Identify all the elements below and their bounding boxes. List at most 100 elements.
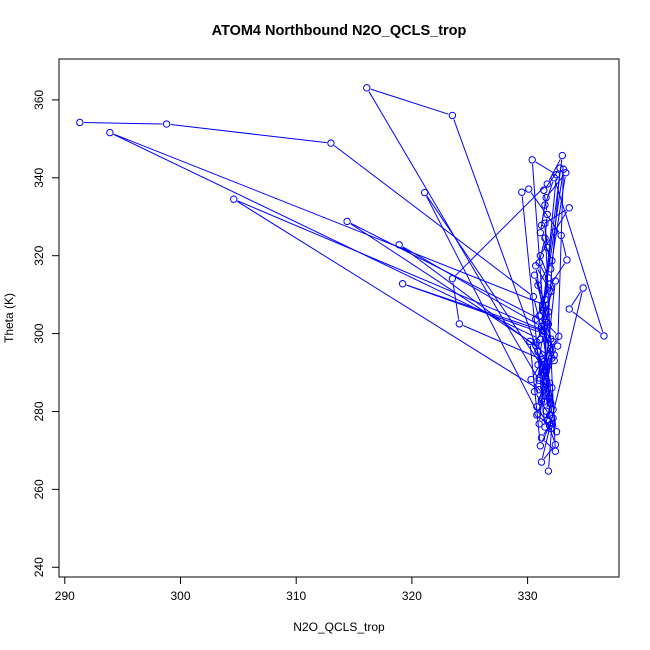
data-point [544,284,553,292]
series-segment [550,176,566,265]
series-segment [453,119,538,349]
data-point [537,434,546,442]
data-point [542,407,550,415]
y-tick-label: 260 [32,479,46,499]
data-point [534,410,542,418]
data-point [547,344,555,353]
series-segment [544,209,566,224]
data-point [550,356,558,365]
x-tick-label: 320 [402,589,422,603]
data-point [540,327,548,335]
data-point [537,458,546,466]
data-point [541,423,549,431]
data-point [556,164,564,172]
series-segment [541,291,583,459]
series-segment [533,300,541,325]
data-point [541,377,549,386]
data-point [533,411,541,419]
data-point [535,420,543,428]
data-point [542,193,550,202]
series-segment [84,122,163,125]
data-point [544,390,553,398]
data-point [547,265,555,273]
x-tick-label: 300 [170,589,190,603]
data-point [543,210,551,219]
y-tick-label: 360 [32,90,46,110]
data-point [528,156,536,164]
x-axis: 290 300 310 320 330 [55,577,538,603]
series-segment [462,325,538,359]
data-point [565,204,573,212]
data-point [562,169,570,177]
series-segment [561,239,567,256]
series-segment [406,284,540,331]
data-point [455,320,464,328]
y-tick-label: 300 [32,323,46,343]
series-segment [541,362,552,398]
series-segment [539,242,545,259]
series-segment [548,175,564,195]
y-tick-label: 340 [32,167,46,187]
series-segment [541,318,557,334]
data-point [395,241,403,249]
data-point [535,258,543,267]
series-segment [532,361,543,377]
series-segment [556,211,568,229]
data-point [363,84,371,92]
data-point [541,234,549,242]
data-point [540,186,548,194]
data-point [544,320,553,328]
data-point [531,315,540,323]
series-segment [455,186,545,277]
series-segment [350,223,533,344]
plot-area [58,58,620,578]
data-point [541,201,549,209]
data-point [542,368,550,376]
data-point [558,151,567,160]
series-segment [426,196,537,411]
series-segment [237,200,541,330]
data-point [526,337,534,346]
data-point [537,221,546,230]
series-segment [535,161,554,173]
series-segment [113,133,537,339]
data-point [536,335,545,344]
series-segment [370,88,449,115]
data-point [534,281,542,289]
data-point [327,139,335,147]
data-point [525,185,533,193]
series-segment [545,181,554,202]
x-tick-label: 330 [518,589,538,603]
data-point [535,385,543,394]
series-segment [170,124,327,144]
data-point [552,428,561,436]
series-segment [538,405,543,412]
data-point [230,195,238,203]
x-tick-label: 290 [55,589,75,603]
data-point [542,366,550,374]
data-point [533,403,541,411]
data-point [534,348,542,356]
data-point [398,280,407,288]
data-point [541,295,549,304]
data-point [550,351,558,359]
series-segment [547,251,551,265]
series-segment [548,427,553,467]
series-segment [545,171,558,188]
data-point [545,394,554,402]
x-axis-label: N2O_QCLS_trop [293,620,385,634]
data-point [530,271,539,279]
data-point [545,421,554,430]
data-point [106,128,114,137]
series-segment [541,201,546,222]
data-point [543,180,551,188]
data-point [535,374,543,382]
series-segment [426,195,544,368]
chart-title: ATOM4 Northbound N2O_QCLS_trop [212,23,467,39]
data-point [548,257,556,265]
data-point [547,399,555,408]
data-point [550,174,558,182]
data-point [531,341,540,349]
data-point [540,398,548,406]
series-segment [572,311,601,334]
